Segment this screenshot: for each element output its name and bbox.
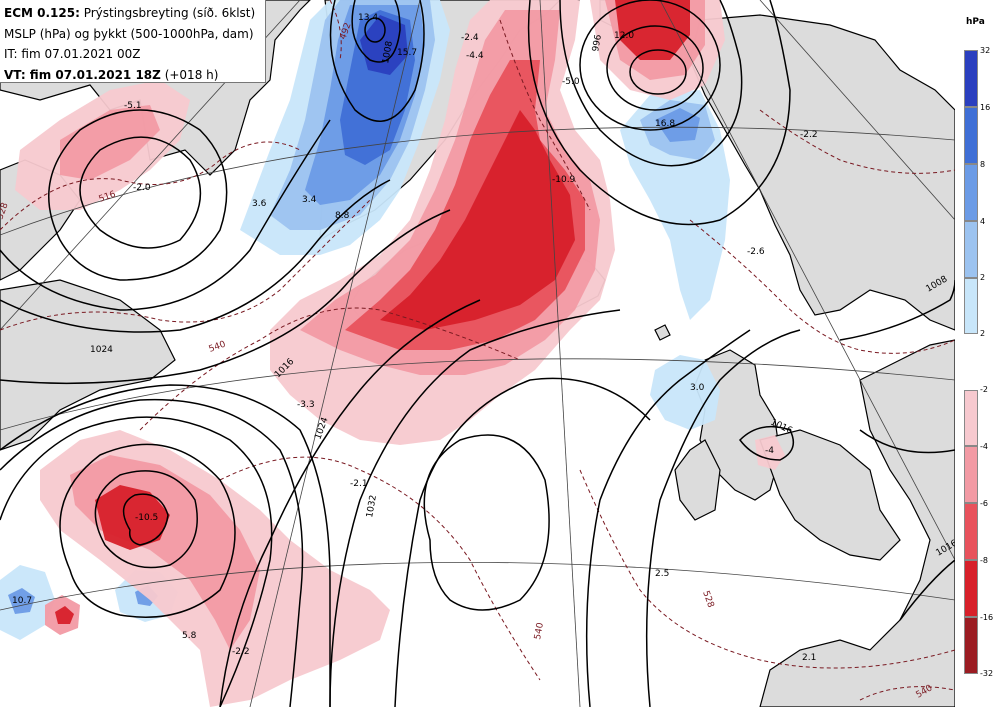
model-name: ECM 0.125: xyxy=(4,6,80,20)
valid-time: VT: fim 07.01.2021 18Z xyxy=(4,67,161,82)
legend-tick: 16 xyxy=(980,103,991,112)
fall-label: -4 xyxy=(765,446,774,456)
fall-label: -4.4 xyxy=(466,51,484,61)
fall-area-svalbard-8 xyxy=(615,0,690,60)
fall-label: -10.5 xyxy=(135,513,158,523)
rise-label: 16.8 xyxy=(655,119,675,129)
init-time: IT: fim 07.01.2021 00Z xyxy=(4,47,141,61)
rise-label: 8.8 xyxy=(335,211,350,221)
forecast-hour: (+018 h) xyxy=(160,67,219,82)
isobar-label: 1008 xyxy=(381,40,395,65)
legend-swatch xyxy=(964,278,978,334)
rise-label: 12.0 xyxy=(614,31,634,41)
change-label: 2.5 xyxy=(655,569,669,579)
rise-label: 10.7 xyxy=(12,596,32,606)
fall-label: -2.4 xyxy=(461,33,479,43)
fall-label: -2.2 xyxy=(232,647,250,657)
legend-swatch xyxy=(964,503,978,560)
legend-swatch xyxy=(964,446,978,503)
land-england xyxy=(759,429,901,561)
isobars xyxy=(0,0,955,707)
legend-swatch xyxy=(964,221,978,278)
legend-tick: 4 xyxy=(980,217,986,226)
map-canvas: 13.4 15.7 3.6 3.4 8.8 12.0 16.8 10.7 5.8… xyxy=(0,0,955,707)
rise-label: 3.6 xyxy=(252,199,267,209)
fall-area-canada-4 xyxy=(60,105,160,180)
rise-area-sw-1-core xyxy=(8,588,35,614)
land-continent xyxy=(759,339,955,707)
legend-tick: 8 xyxy=(980,160,986,169)
legend-tick: -32 xyxy=(980,669,994,678)
legend-tick: 2 xyxy=(980,329,986,338)
land-scandinavia xyxy=(689,14,955,331)
legend-tick: -6 xyxy=(980,499,988,508)
pressure-fall-shading xyxy=(15,0,785,707)
isobar-label: 1024 xyxy=(90,345,113,355)
info-title-line: ECM 0.125: Prýstingsbreyting (síð. 6klst… xyxy=(4,3,265,24)
fall-label: -10.9 xyxy=(552,175,576,185)
thickness-label: 528 xyxy=(0,201,11,221)
info-subtitle-line: MSLP (hPa) og þykkt (500-1000hPa, dam) xyxy=(4,26,254,41)
legend-tick: -2 xyxy=(980,385,988,394)
thickness-label: 540 xyxy=(533,622,546,641)
legend-tick: -4 xyxy=(980,442,988,451)
rise-label: 3.0 xyxy=(690,383,705,393)
fall-label: -5.0 xyxy=(562,77,580,87)
legend-swatch xyxy=(964,107,978,164)
legend-tick: 2 xyxy=(980,273,986,282)
legend-swatch xyxy=(964,164,978,221)
legend-unit: hPa xyxy=(966,17,985,27)
rise-label: 13.4 xyxy=(358,13,378,23)
fall-label: -5.1 xyxy=(124,101,142,111)
fall-label: -2.0 xyxy=(133,183,151,193)
legend-swatch xyxy=(964,390,978,446)
isobar-label: 996 xyxy=(591,34,604,53)
color-legend: hPa 32 16 8 4 2 2 -2 -4 -6 -8 -16 -32 xyxy=(955,0,1000,707)
rise-label: 5.8 xyxy=(182,631,197,641)
land-faroe xyxy=(654,324,671,341)
fall-area-sw-small-core xyxy=(55,606,74,624)
map-info-box: ECM 0.125: Prýstingsbreyting (síð. 6klst… xyxy=(0,0,266,83)
legend-swatch xyxy=(964,50,978,107)
legend-tick: -8 xyxy=(980,556,988,565)
field-name: Prýstingsbreyting (síð. 6klst) xyxy=(79,6,256,20)
land-newfoundland xyxy=(0,279,176,451)
legend-tick: -16 xyxy=(980,613,994,622)
land-ireland xyxy=(674,439,721,521)
legend-tick: 32 xyxy=(980,46,991,55)
legend-swatch xyxy=(964,560,978,617)
fall-label: -2.2 xyxy=(800,130,818,140)
fall-area-england xyxy=(755,435,785,470)
isobar-label: 1032 xyxy=(365,494,379,518)
map-labels: 13.4 15.7 3.6 3.4 8.8 12.0 16.8 10.7 5.8… xyxy=(0,13,955,701)
legend-swatch xyxy=(964,617,978,674)
fall-area-iceland-8 xyxy=(380,110,575,330)
fall-label: -2.1 xyxy=(350,479,368,489)
weather-map: 13.4 15.7 3.6 3.4 8.8 12.0 16.8 10.7 5.8… xyxy=(0,0,955,707)
thickness-contours xyxy=(0,0,955,701)
rise-label: 3.4 xyxy=(302,195,317,205)
fall-label: -3.3 xyxy=(297,400,315,410)
valid-time-line: VT: fim 07.01.2021 18Z (+018 h) xyxy=(4,65,265,86)
change-label: 2.1 xyxy=(802,653,816,663)
rise-label: 15.7 xyxy=(397,48,417,58)
fall-area-sw-8 xyxy=(95,485,170,550)
rise-area-scotland xyxy=(650,355,720,430)
fall-label: -2.6 xyxy=(747,247,765,257)
